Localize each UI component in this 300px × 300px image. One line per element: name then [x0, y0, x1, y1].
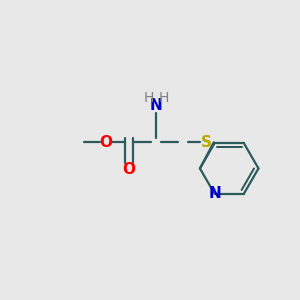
Text: S: S	[201, 135, 212, 150]
Text: H: H	[159, 91, 169, 105]
Text: N: N	[150, 98, 162, 113]
Text: O: O	[100, 135, 112, 150]
Text: H: H	[143, 91, 154, 105]
Text: O: O	[123, 162, 136, 177]
Text: N: N	[208, 186, 221, 201]
